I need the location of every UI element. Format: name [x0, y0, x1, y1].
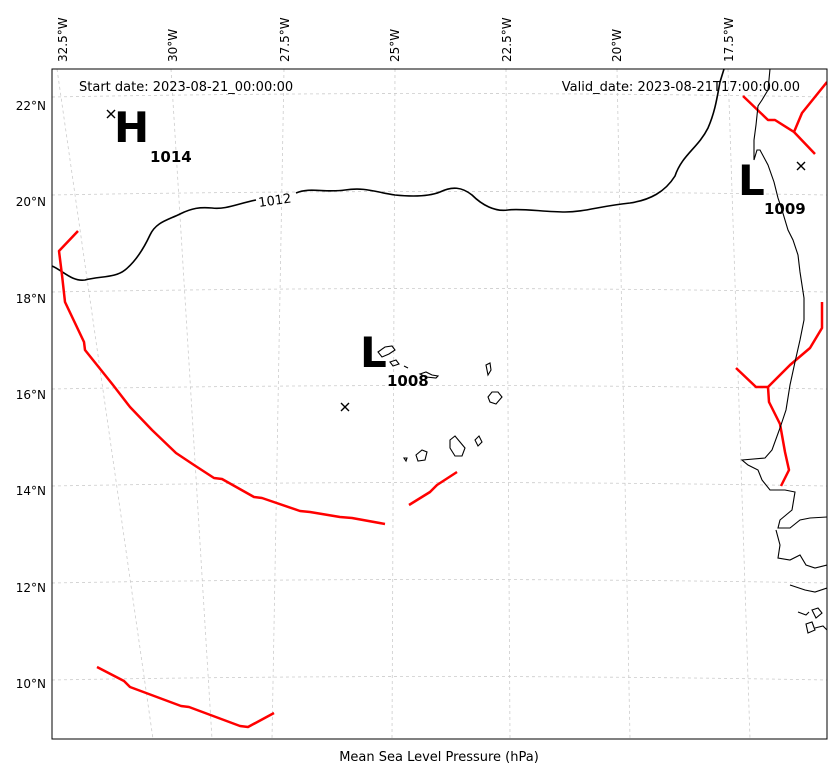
lon-tick-label: 20°W — [610, 29, 624, 62]
low-pressure-letter: L — [360, 328, 387, 377]
gridline-lat — [52, 93, 827, 98]
coastline-guinea — [775, 529, 827, 634]
gridline-lat — [52, 191, 827, 196]
gridline-lon — [391, 69, 396, 739]
gridline-lat — [52, 676, 827, 681]
lon-tick-label: 22.5°W — [500, 17, 514, 62]
coastline-africa — [740, 69, 827, 529]
island-outline — [449, 435, 466, 457]
front-line — [96, 665, 275, 729]
front-line — [57, 230, 386, 526]
gridline-lat — [52, 482, 827, 487]
island-outline — [474, 435, 483, 447]
center-marker-x — [106, 109, 116, 119]
lon-tick-label: 17.5°W — [722, 17, 736, 62]
front-line — [735, 302, 824, 389]
map-frame — [51, 68, 828, 740]
lon-tick-label: 25°W — [388, 29, 402, 62]
island-outline — [485, 362, 492, 377]
graticule — [52, 69, 827, 739]
lat-tick-label: 20°N — [16, 195, 46, 209]
map-area: 1012 — [52, 69, 827, 739]
island-outline — [487, 391, 503, 405]
gridline-lon — [505, 69, 511, 739]
longitude-tick-labels: 32.5°W 30°W 27.5°W 25°W 22.5°W 20°W 17.5… — [56, 17, 736, 62]
high-pressure-value: 1014 — [150, 148, 192, 166]
lon-tick-label: 27.5°W — [278, 17, 292, 62]
gridline-lon — [170, 69, 213, 739]
lat-tick-label: 14°N — [16, 484, 46, 498]
fronts — [57, 81, 827, 729]
gridline-lat — [52, 579, 827, 584]
island-outline — [377, 345, 396, 358]
low-pressure-value: 1009 — [764, 200, 806, 218]
gridline-lon — [616, 69, 631, 739]
lat-tick-label: 16°N — [16, 388, 46, 402]
center-marker-x — [796, 161, 806, 171]
cape-verde-islands — [377, 345, 503, 463]
isobar-1012 — [52, 69, 736, 281]
island-outline — [402, 457, 408, 463]
low-pressure-letter: L — [738, 156, 765, 205]
front-line — [742, 95, 816, 155]
gridline-lon — [56, 69, 154, 739]
front-line — [766, 386, 791, 487]
lon-tick-label: 30°W — [166, 29, 180, 62]
low-pressure-value: 1008 — [387, 372, 429, 390]
lon-tick-label: 32.5°W — [56, 17, 70, 62]
lat-tick-label: 12°N — [16, 581, 46, 595]
lat-tick-label: 18°N — [16, 292, 46, 306]
lat-tick-label: 10°N — [16, 677, 46, 691]
x-axis-label: Mean Sea Level Pressure (hPa) — [339, 750, 539, 765]
isobar-label: 1012 — [257, 192, 292, 211]
gridline-lat — [52, 385, 827, 390]
center-marker-x — [340, 402, 350, 412]
island-outline — [403, 365, 409, 369]
front-line — [408, 470, 458, 507]
gridline-lon — [727, 69, 751, 739]
gridline-lat — [52, 288, 827, 293]
lat-tick-label: 22°N — [16, 99, 46, 113]
island-outline — [418, 371, 440, 379]
island-outline — [415, 449, 428, 462]
latitude-tick-labels: 22°N 20°N 18°N 16°N 14°N 12°N 10°N — [16, 99, 46, 691]
island-outline — [389, 359, 400, 367]
front-line — [792, 81, 827, 133]
valid-date-label: Valid_date: 2023-08-21T17:00:00.00 — [562, 80, 800, 95]
pressure-center-markers — [106, 109, 806, 412]
start-date-label: Start date: 2023-08-21_00:00:00 — [79, 80, 293, 95]
gridline-lon — [271, 69, 285, 739]
high-pressure-letter: H — [114, 103, 149, 152]
